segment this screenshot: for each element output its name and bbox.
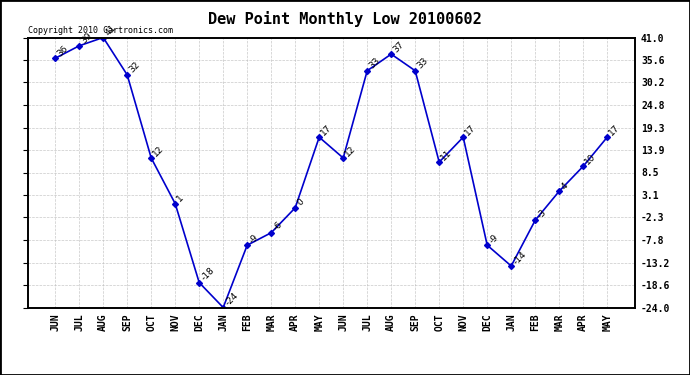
Text: 33: 33 — [367, 56, 382, 71]
Text: 36: 36 — [55, 44, 70, 58]
Text: 41: 41 — [104, 23, 117, 38]
Text: 10: 10 — [583, 152, 598, 166]
Text: 12: 12 — [151, 144, 166, 158]
Text: -9: -9 — [247, 232, 260, 245]
Text: 17: 17 — [319, 123, 334, 137]
Text: -14: -14 — [511, 249, 528, 266]
Text: 11: 11 — [440, 148, 454, 162]
Text: 33: 33 — [415, 56, 430, 71]
Text: 39: 39 — [79, 31, 94, 46]
Text: 32: 32 — [127, 60, 141, 75]
Text: 17: 17 — [607, 123, 622, 137]
Text: Dew Point Monthly Low 20100602: Dew Point Monthly Low 20100602 — [208, 11, 482, 27]
Text: 12: 12 — [343, 144, 357, 158]
Text: -6: -6 — [271, 220, 284, 233]
Text: 0: 0 — [295, 197, 306, 208]
Text: -18: -18 — [199, 266, 216, 283]
Text: 37: 37 — [391, 40, 406, 54]
Text: -9: -9 — [487, 232, 500, 245]
Text: 17: 17 — [463, 123, 477, 137]
Text: 4: 4 — [559, 181, 569, 191]
Text: 1: 1 — [175, 193, 186, 204]
Text: -24: -24 — [223, 291, 240, 308]
Text: -3: -3 — [535, 207, 548, 220]
Text: Copyright 2010 Cartronics.com: Copyright 2010 Cartronics.com — [28, 26, 172, 35]
